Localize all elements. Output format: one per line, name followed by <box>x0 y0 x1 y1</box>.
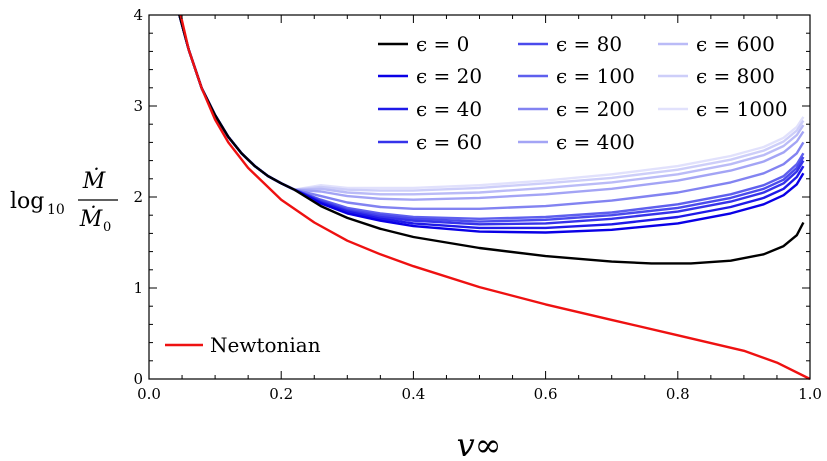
x-tick-label: 1.0 <box>798 385 822 403</box>
legend-entry-400: ϵ = 400 <box>518 130 635 154</box>
legend-label: ϵ = 1000 <box>696 97 788 121</box>
legend-label: ϵ = 800 <box>696 64 775 88</box>
y-label-prefix-sub: 10 <box>47 202 65 218</box>
legend-entry-40: ϵ = 40 <box>378 97 482 121</box>
y-label-denominator-sub: 0 <box>103 220 111 235</box>
legend-entry-200: ϵ = 200 <box>518 97 635 121</box>
y-axis-label: log 10 Ṁ Ṁ 0 <box>10 167 118 235</box>
legend-label: ϵ = 60 <box>416 130 482 154</box>
legend-label: Newtonian <box>210 333 321 357</box>
x-tick-label: 0.6 <box>534 385 558 403</box>
y-label-prefix: log <box>10 189 44 214</box>
legend-label: ϵ = 20 <box>416 64 482 88</box>
y-tick-label: 3 <box>133 97 143 115</box>
legend-label: ϵ = 0 <box>416 32 469 56</box>
y-tick-label: 1 <box>133 279 143 297</box>
x-tick-label: 0.2 <box>269 385 293 403</box>
y-tick-label: 4 <box>133 6 143 24</box>
series-line-newtonian <box>179 14 811 381</box>
legend-label: ϵ = 40 <box>416 97 482 121</box>
x-tick-label: 0.8 <box>666 385 690 403</box>
y-tick-label: 2 <box>133 188 143 206</box>
legend-entry-600: ϵ = 600 <box>658 32 775 56</box>
y-label-denominator: Ṁ <box>79 205 103 232</box>
legend-label: ϵ = 400 <box>556 130 635 154</box>
legend-label: ϵ = 100 <box>556 64 635 88</box>
x-axis-label: v∞ <box>457 426 502 461</box>
legend-entry-newtonian: Newtonian <box>165 333 321 357</box>
legend-entry-80: ϵ = 80 <box>518 32 622 56</box>
legend-entry-100: ϵ = 100 <box>518 64 635 88</box>
legend-label: ϵ = 600 <box>696 32 775 56</box>
legend-entry-60: ϵ = 60 <box>378 130 482 154</box>
y-label-numerator: Ṁ <box>82 167 106 194</box>
curves-layer <box>178 14 811 381</box>
legend-label: ϵ = 80 <box>556 32 622 56</box>
legend-entry-0: ϵ = 0 <box>378 32 469 56</box>
legend-label: ϵ = 200 <box>556 97 635 121</box>
x-tick-label: 0.4 <box>401 385 425 403</box>
legend-entry-800: ϵ = 800 <box>658 64 775 88</box>
x-tick-label: 0.0 <box>137 385 161 403</box>
y-tick-label: 0 <box>133 370 143 388</box>
legend-entry-20: ϵ = 20 <box>378 64 482 88</box>
series-line-0 <box>178 14 805 265</box>
legend: ϵ = 0 ϵ = 20 ϵ = 40 ϵ = 60 ϵ = 80 ϵ = 100 ϵ = … <box>165 32 788 357</box>
ticks-layer: 0.0 0.2 0.4 0.6 0.8 1.0 0 1 2 3 4 <box>133 6 821 403</box>
legend-entry-1000: ϵ = 1000 <box>658 97 788 121</box>
